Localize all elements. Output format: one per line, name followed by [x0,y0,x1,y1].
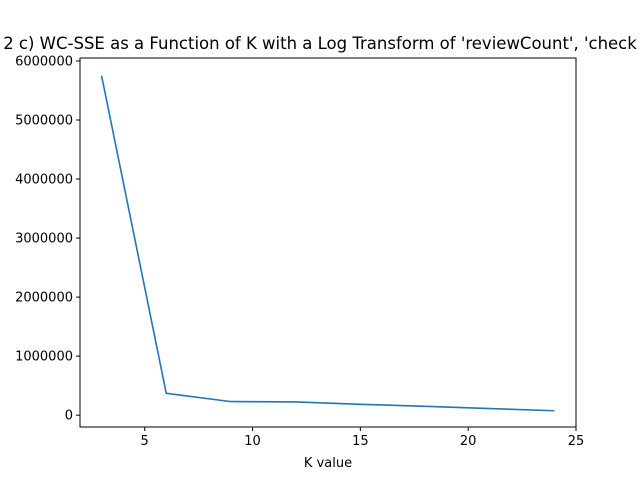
x-axis-label: K value [304,456,352,471]
y-tick-label: 1000000 [15,350,73,365]
series-layer [100,75,555,412]
x-axis: 5 10 15 20 25 [141,427,585,449]
y-tick-label: 3000000 [15,232,73,247]
x-tick-label: 10 [244,434,261,449]
plot-frame [79,57,577,428]
y-tick-label: 4000000 [15,173,73,188]
y-tick-label: 0 [65,409,73,424]
x-tick-label: 5 [141,434,149,449]
y-tick-label: 5000000 [15,113,73,128]
chart-title: 2 c) WC-SSE as a Function of K with a Lo… [3,34,637,53]
x-tick-label: 15 [352,434,369,449]
series-line [100,75,555,412]
x-tick-label: 25 [568,434,585,449]
y-tick-label: 6000000 [15,54,73,69]
y-axis: 0 1000000 2000000 3000000 4000000 5000000 6000… [15,54,80,424]
x-tick-label: 20 [460,434,477,449]
y-tick-label: 2000000 [15,291,73,306]
